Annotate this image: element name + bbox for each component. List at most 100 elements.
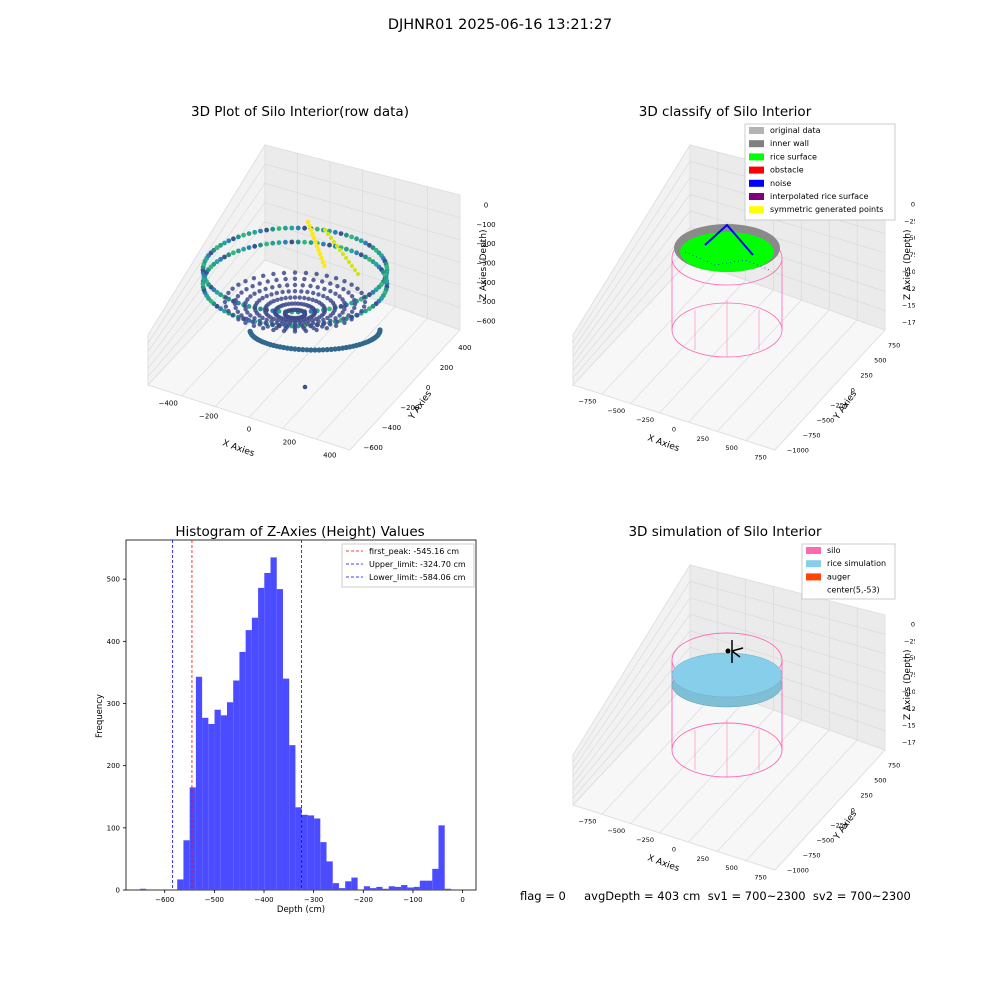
raw-point: [325, 231, 331, 237]
classify-z-tick: −750: [904, 251, 915, 259]
histogram-bar: [276, 589, 283, 890]
raw-point: [344, 246, 349, 252]
raw-z-tick: −300: [476, 260, 495, 268]
raw-z-tick: −100: [476, 221, 495, 229]
simulation-legend-swatch: [806, 573, 821, 581]
raw-point: [250, 284, 255, 289]
raw-point: [315, 285, 320, 290]
raw-point: [333, 291, 338, 296]
histogram-bar: [413, 886, 420, 890]
histogram-bar: [251, 617, 259, 890]
simulation-legend-label: silo: [827, 546, 841, 555]
histogram-bar: [295, 807, 302, 890]
classify-plot-x-ticks: −750 −500 −250 0 250 500 750: [578, 398, 766, 462]
raw-point: [214, 245, 220, 251]
grid-line: [688, 719, 802, 843]
raw-point: [362, 299, 368, 305]
raw-point: [235, 294, 241, 299]
grid-line: [689, 613, 886, 674]
raw-point: [292, 270, 298, 275]
histogram-bar: [357, 889, 364, 890]
simulation-plot-z-ticks: 0 −250 −500 −750 −1000 −1250 −1500 −1750: [902, 620, 915, 746]
raw-point: [274, 320, 279, 326]
raw-point: [334, 243, 340, 249]
histogram-bar: [444, 888, 451, 890]
raw-point: [370, 303, 376, 309]
simulation-y-tick: 500: [874, 777, 886, 785]
raw-point: [218, 306, 223, 312]
classify-legend-swatch: [749, 140, 764, 148]
raw-point: [322, 227, 328, 233]
histogram-plot: Histogram of Z-Axies (Height) Values −60…: [95, 524, 477, 915]
raw-point: [363, 308, 368, 314]
raw-y-tick: 0: [426, 384, 430, 392]
simulated-silo-and-rice: [671, 632, 783, 778]
raw-point: [281, 270, 287, 276]
raw-point: [355, 271, 361, 277]
grid-line: [717, 309, 830, 432]
raw-point: [236, 234, 241, 240]
histogram-bar: [177, 879, 184, 890]
raw-point: [283, 239, 288, 245]
raw-y-tick: 200: [440, 364, 453, 372]
raw-point: [214, 303, 220, 309]
raw-point: [214, 259, 220, 265]
raw-point: [226, 252, 232, 258]
raw-x-tick: −200: [199, 413, 218, 421]
histogram-bar: [314, 818, 321, 890]
simulation-x-tick: −750: [578, 818, 596, 826]
classify-x-tick: 500: [726, 444, 738, 452]
histogram-bar: [214, 709, 221, 890]
raw-point: [367, 306, 372, 312]
raw-point: [285, 283, 290, 288]
raw-point: [307, 223, 312, 229]
raw-point: [311, 290, 316, 296]
raw-point: [300, 283, 305, 288]
raw-point: [261, 326, 266, 331]
raw-point: [218, 242, 223, 248]
raw-point: [288, 295, 293, 300]
raw-x-tick: 0: [247, 426, 251, 434]
histogram-x-tick: −300: [304, 896, 323, 904]
raw-point: [300, 347, 306, 353]
simulation-plot-xlabel: X Axies: [646, 853, 681, 874]
classify-plot-z-ticks: 0 −250 −500 −750 −1000 −1250 −1500 −1750: [902, 200, 915, 326]
raw-point: [292, 289, 298, 294]
grid-line: [689, 597, 886, 654]
classify-z-tick: −500: [904, 234, 915, 242]
raw-point: [308, 227, 314, 233]
raw-point: [257, 298, 262, 303]
grid-line: [689, 581, 886, 635]
raw-z-tick: −200: [476, 240, 495, 248]
grid-line: [601, 269, 719, 395]
histogram-bar: [388, 886, 395, 890]
histogram-bar: [326, 861, 333, 890]
classify-y-tick: 0: [851, 387, 855, 395]
grid-line: [572, 597, 691, 770]
raw-point: [222, 299, 228, 305]
classify-legend-label: noise: [770, 179, 791, 188]
histogram-bar: [183, 840, 190, 890]
simulation-y-tick: −500: [816, 837, 834, 845]
raw-point: [247, 328, 253, 334]
raw-point: [373, 301, 379, 307]
histogram-threshold-lines: [172, 540, 302, 890]
raw-point: [292, 276, 298, 281]
raw-point: [303, 270, 309, 276]
raw-point: [314, 327, 319, 333]
classify-z-tick: −1500: [902, 302, 915, 310]
simulation-3d-plot: 3D simulation of Silo Interior −750−500−…: [572, 524, 915, 881]
raw-point: [361, 295, 367, 300]
raw-y-tick: −200: [400, 404, 419, 412]
grid-line: [659, 709, 774, 834]
histogram-bar: [438, 825, 445, 890]
raw-point: [222, 308, 227, 314]
histogram-x-tick: −500: [205, 896, 224, 904]
grid-line: [659, 289, 774, 414]
raw-point: [251, 323, 257, 328]
raw-point: [332, 346, 338, 352]
grid-line: [717, 729, 830, 852]
raw-point: [342, 307, 347, 312]
grid-line: [601, 689, 719, 815]
